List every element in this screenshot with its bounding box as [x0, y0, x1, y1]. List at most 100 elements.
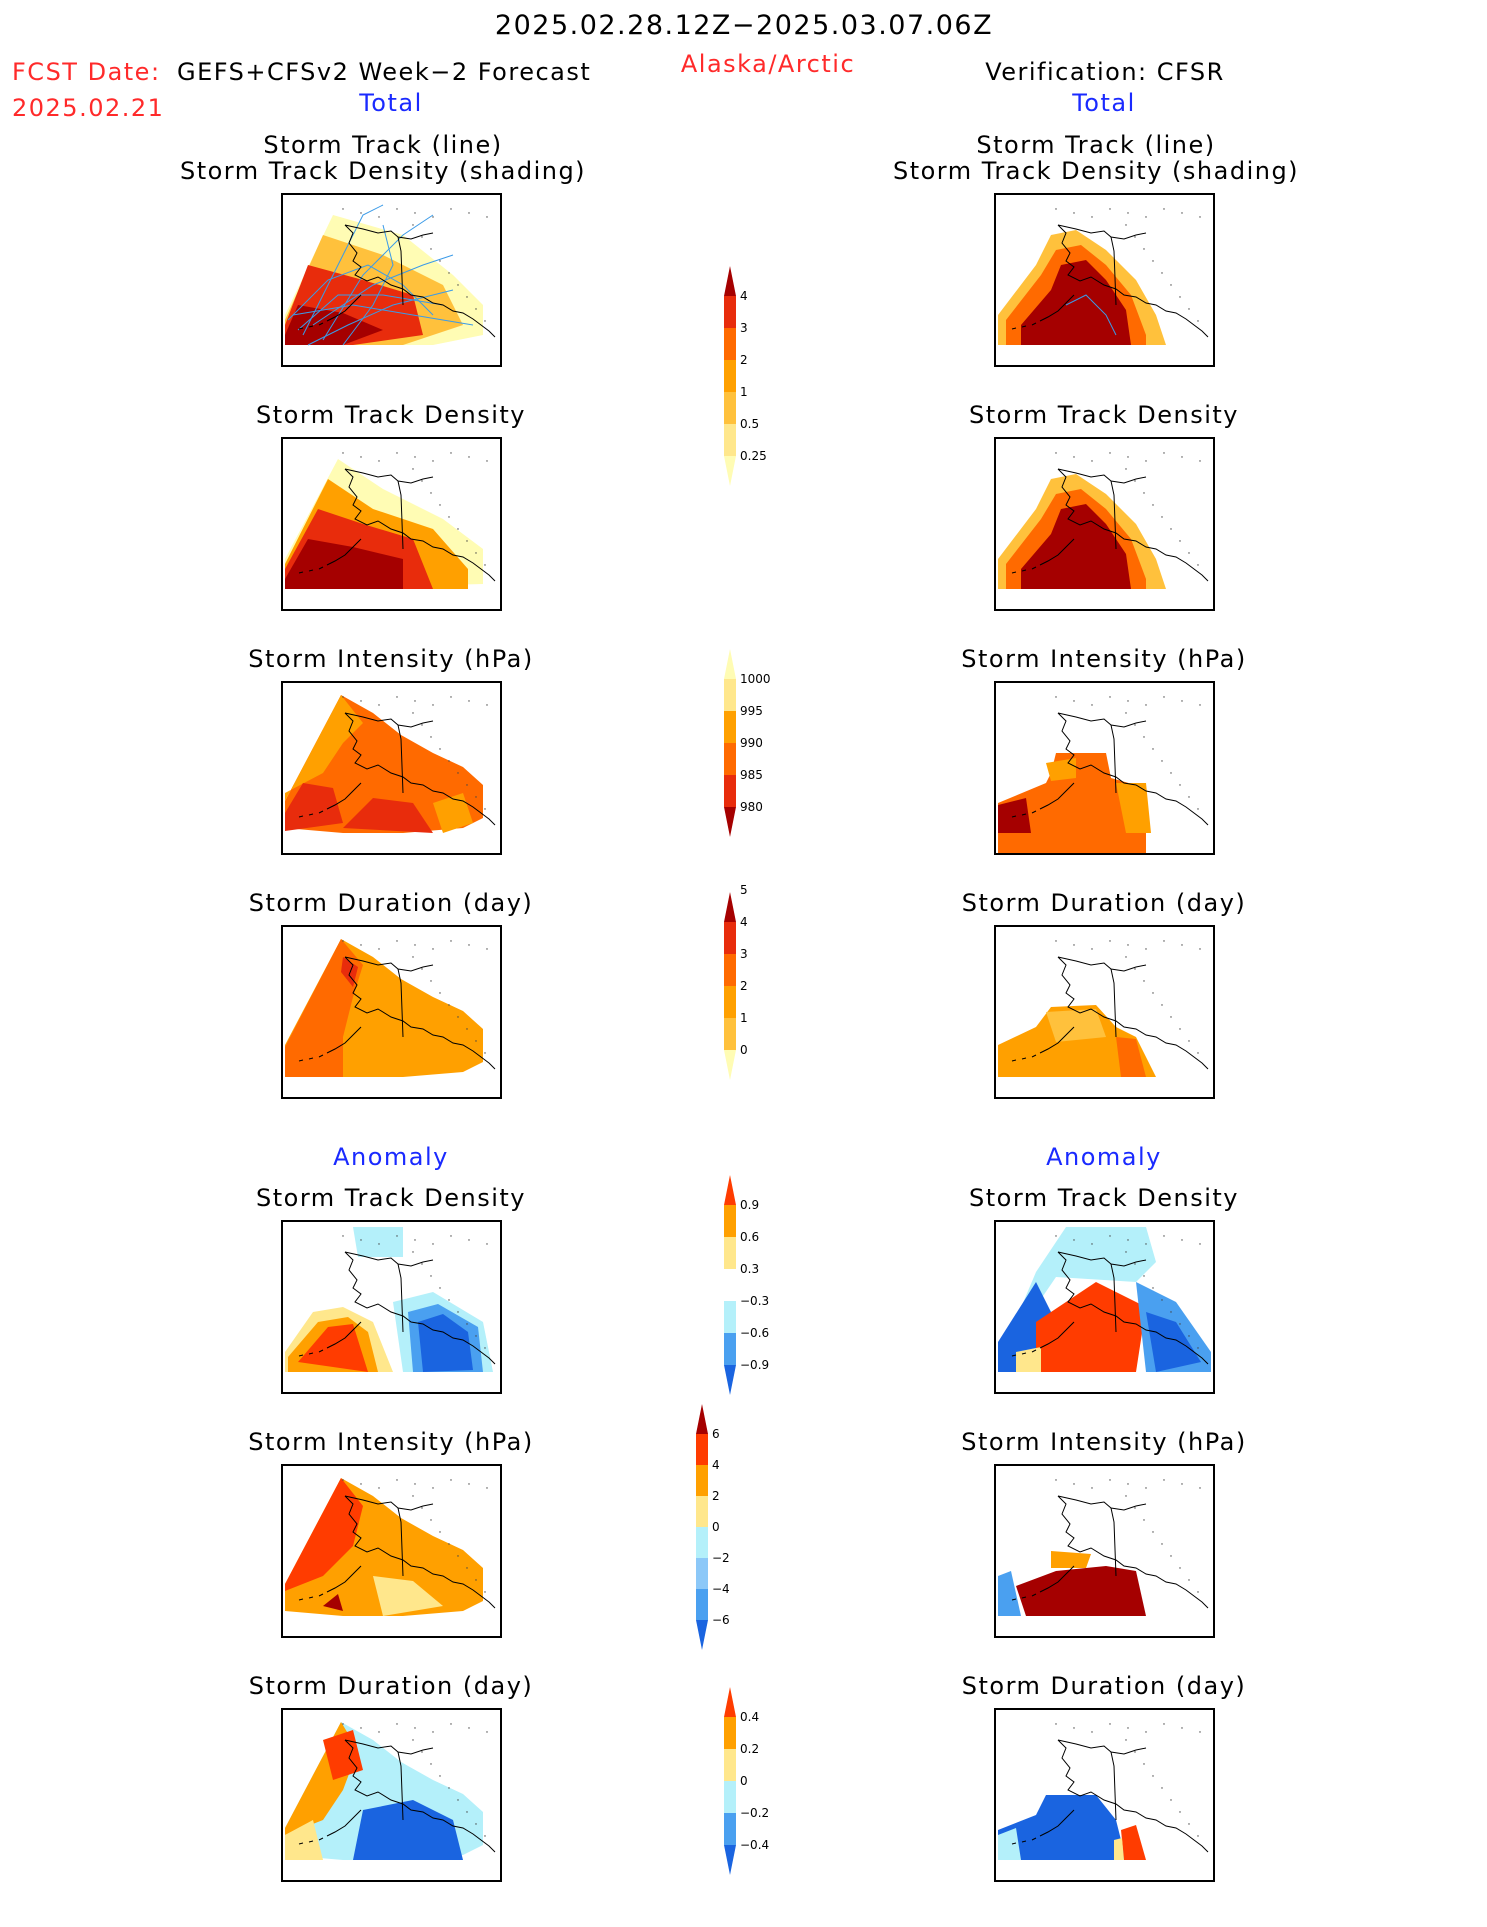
colorbar-segment [724, 986, 736, 1018]
shaded-region [1116, 783, 1151, 833]
colorbar-total-duration: 0 1 2 3 4 5 [718, 883, 798, 1172]
shaded-region [1036, 1282, 1146, 1372]
graticule-dot [378, 704, 380, 706]
border-line [397, 480, 404, 550]
graticule-dot [1134, 968, 1136, 970]
shaded-region [1016, 1566, 1146, 1616]
peninsula [1039, 294, 1075, 322]
graticule-dot [484, 1591, 486, 1593]
panel-title-duration-right: Storm Duration (day) [961, 889, 1247, 917]
graticule-dot [1127, 944, 1129, 946]
graticule-dot [1145, 1731, 1147, 1733]
coastline [344, 956, 496, 1070]
graticule-dot [1188, 308, 1190, 310]
graticule-dot [1145, 1243, 1147, 1245]
shaded-region [998, 1828, 1021, 1860]
graticule-dot [450, 940, 452, 942]
colorbar-segment [724, 1749, 736, 1781]
graticule-dot [475, 1579, 477, 1581]
aleutian-chain [1011, 322, 1037, 330]
border-line [397, 1263, 404, 1333]
border-line [1110, 480, 1117, 550]
aleutian-chain [1011, 810, 1037, 818]
shaded-region [285, 783, 343, 831]
graticule-dot [1197, 1347, 1199, 1349]
map-density-verif [998, 452, 1209, 589]
graticule-dot [1152, 1287, 1154, 1289]
graticule-dot [396, 1723, 398, 1725]
graticule-dot [342, 452, 344, 454]
coastline-north [1057, 1739, 1147, 1755]
graticule-dot [1161, 272, 1163, 274]
colorbar-tick-label: 0.3 [740, 1262, 759, 1276]
graticule-dot [412, 1495, 414, 1497]
storm-track-line [302, 204, 384, 336]
colorbar-tick-label: 0 [740, 1774, 748, 1788]
verification-label: Verification: CFSR [985, 58, 1225, 86]
graticule-dot [1143, 1519, 1145, 1521]
aleutian-chain [298, 810, 324, 818]
colorbar-tick-label: −0.2 [740, 1806, 769, 1820]
peninsula [326, 782, 362, 810]
section-anomaly-left: Anomaly [333, 1143, 449, 1171]
coastline-north [344, 712, 434, 728]
map-panel-duration-verif [994, 925, 1215, 1099]
graticule-dot [1152, 1775, 1154, 1777]
coastline [1057, 712, 1209, 826]
graticule-dot [1091, 704, 1093, 706]
colorbar-tick-label: −0.9 [740, 1358, 769, 1372]
graticule-dot [439, 1775, 441, 1777]
colorbar-arrow-bottom [724, 807, 736, 837]
panel-title-intensity-right: Storm Intensity (hPa) [961, 645, 1247, 673]
colorbar-segment [696, 1434, 708, 1465]
graticule-dot [450, 1723, 452, 1725]
shaded-region [1116, 1037, 1146, 1077]
graticule-dot [414, 1483, 416, 1485]
graticule-dot [412, 224, 414, 226]
colorbar-tick-label: 2 [740, 353, 748, 367]
graticule-dot [1125, 1739, 1127, 1741]
graticule-dot [421, 236, 423, 238]
colorbar-tick-label: 4 [740, 289, 748, 303]
graticule-dot [439, 1531, 441, 1533]
colorbar-tick-label: 1 [740, 1011, 748, 1025]
graticule-dot [432, 1487, 434, 1489]
graticule-dot [475, 308, 477, 310]
graticule-dot [421, 480, 423, 482]
peninsula [1039, 1026, 1075, 1054]
graticule-dot [484, 564, 486, 566]
peninsula [326, 538, 362, 566]
graticule-dot [486, 1487, 488, 1489]
graticule-dot [1161, 760, 1163, 762]
map-anom-density-forecast [285, 1227, 496, 1372]
aleutian-chain [1011, 566, 1037, 574]
graticule-dot [430, 492, 432, 494]
shaded-region [433, 793, 473, 833]
graticule-dot [1199, 216, 1201, 218]
colorbar-tick-label: 6 [712, 1427, 720, 1441]
graticule-dot [1197, 1052, 1199, 1054]
storm-track-line [322, 214, 434, 341]
graticule-dot [1199, 460, 1201, 462]
graticule-dot [1188, 1823, 1190, 1825]
map-panel-anom-intensity-forecast [281, 1464, 502, 1638]
date-range-title: 2025.02.28.12Z−2025.03.07.06Z [494, 10, 994, 41]
coastline-north [1057, 1495, 1147, 1511]
graticule-dot [430, 1275, 432, 1277]
shaded-region [285, 1820, 323, 1860]
panel-title-track-line-left: Storm Track (line) Storm Track Density (… [180, 132, 586, 184]
graticule-dot [1161, 1543, 1163, 1545]
colorbar-tick-label: 0 [712, 1520, 720, 1534]
graticule-dot [1161, 1004, 1163, 1006]
aleutian-chain [1011, 1054, 1037, 1062]
coastline-north [344, 956, 434, 972]
colorbar-tick-label: 995 [740, 704, 763, 718]
colorbar-segment [724, 1205, 736, 1237]
graticule-dot [484, 1052, 486, 1054]
panel-title-anom-density-left: Storm Track Density [256, 1184, 526, 1212]
section-anomaly-right: Anomaly [1046, 1143, 1162, 1171]
graticule-dot [1055, 452, 1057, 454]
graticule-dot [1181, 700, 1183, 702]
graticule-dot [342, 940, 344, 942]
colorbar-tick-label: 990 [740, 736, 763, 750]
